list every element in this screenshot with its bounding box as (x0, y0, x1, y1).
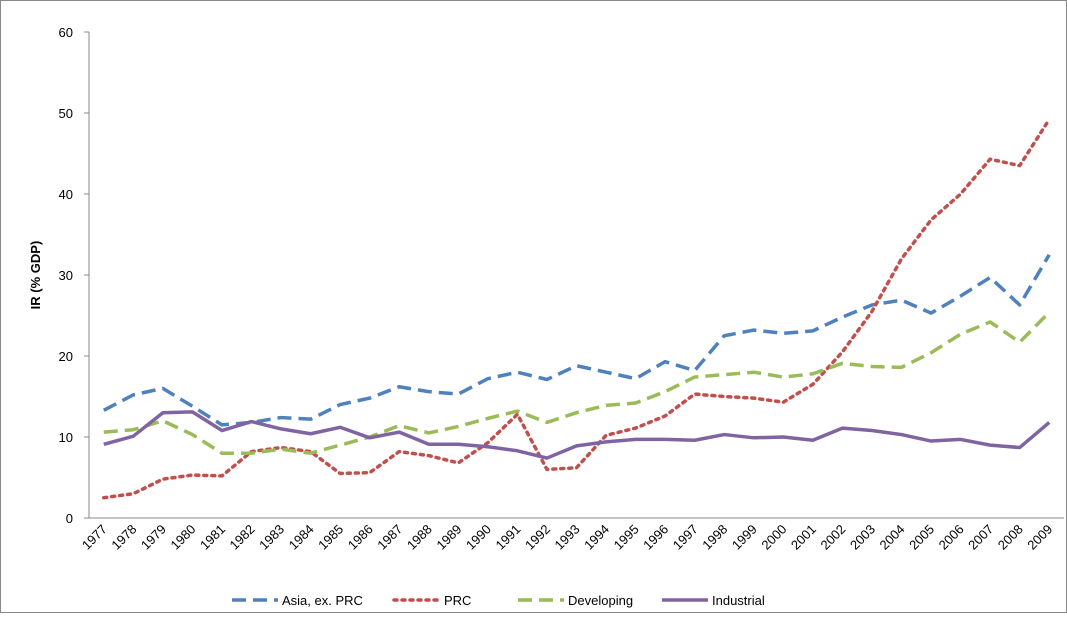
series-line (103, 311, 1051, 455)
y-tick-label: 60 (59, 25, 73, 40)
y-tick-label: 0 (66, 511, 73, 526)
series-line (102, 253, 1051, 427)
series-line (103, 410, 1051, 460)
y-tick-label: 40 (59, 187, 73, 202)
y-tick-label: 30 (59, 268, 73, 283)
series-line (102, 117, 1051, 500)
legend-label: PRC (444, 593, 471, 608)
legend-label: Asia, ex. PRC (282, 593, 363, 608)
legend-label: Developing (568, 593, 633, 608)
y-tick-label: 50 (59, 106, 73, 121)
y-axis-label: IR (% GDP) (28, 241, 43, 310)
y-tick-label: 10 (59, 430, 73, 445)
legend-label: Industrial (712, 593, 765, 608)
y-tick-label: 20 (59, 349, 73, 364)
